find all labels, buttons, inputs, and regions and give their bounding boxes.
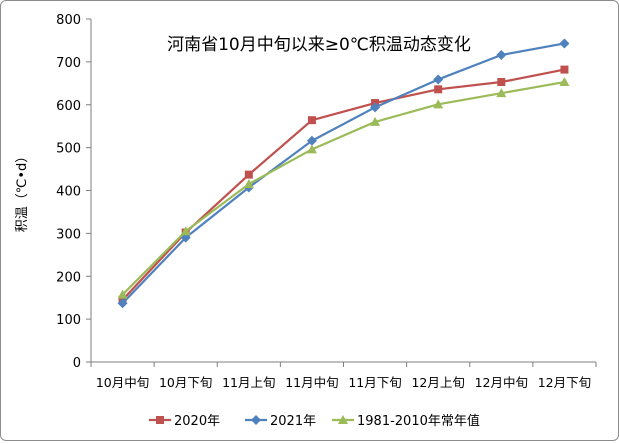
y-tick-label: 0	[73, 356, 81, 371]
legend-item: 1981-2010年常年值	[332, 413, 480, 429]
legend-label: 2020年	[174, 414, 220, 429]
x-tick-label: 11月上旬	[222, 375, 275, 390]
y-tick-label: 300	[56, 227, 81, 242]
legend-item: 2021年	[245, 414, 316, 429]
data-point	[370, 102, 381, 113]
x-tick-label: 11月下旬	[348, 375, 401, 390]
data-point	[497, 78, 506, 87]
data-point	[433, 74, 444, 85]
series-line	[121, 42, 565, 305]
series-1	[118, 65, 569, 304]
legend-item: 2020年	[149, 414, 220, 429]
data-point	[306, 135, 317, 146]
data-point	[559, 38, 570, 49]
data-point	[117, 289, 128, 299]
legend-marker	[156, 416, 164, 424]
y-tick-label: 500	[56, 142, 81, 157]
y-tick-label: 800	[56, 13, 81, 28]
legend: 2020年 2021年 1981-2010年常年值	[149, 413, 480, 429]
y-tick-label: 600	[56, 99, 81, 114]
chart-title: 河南省10月中旬以来≥0℃积温动态变化	[167, 35, 471, 55]
x-tick-label: 12月上旬	[411, 375, 464, 390]
data-point	[180, 226, 191, 236]
y-axis-title: 积温（℃•d）	[15, 150, 30, 233]
x-tick-label: 10月下旬	[159, 375, 212, 390]
data-point	[496, 50, 507, 61]
data-point	[306, 144, 317, 154]
axes: 0 100 200 300 400 500 600 700 800 10月中旬 10月下旬 11月上旬…	[56, 13, 597, 390]
y-tick-label: 200	[56, 270, 81, 285]
data-point	[370, 116, 381, 126]
x-tick-label: 10月中旬	[96, 375, 149, 390]
data-point	[117, 298, 128, 309]
series-line	[121, 68, 565, 301]
y-tick-label: 700	[56, 56, 81, 71]
legend-marker	[251, 415, 261, 425]
data-point	[307, 116, 316, 125]
data-point	[433, 99, 444, 109]
series-line	[121, 80, 565, 296]
legend-label: 2021年	[270, 414, 316, 429]
legend-label: 1981-2010年常年值	[357, 413, 480, 429]
x-tick-label: 12月中旬	[475, 375, 528, 390]
data-point	[560, 65, 569, 74]
series-layer	[117, 38, 570, 309]
y-tick-label: 100	[56, 313, 81, 328]
series-3	[117, 77, 570, 299]
data-point	[244, 170, 253, 179]
data-point	[496, 88, 507, 98]
data-point	[243, 179, 254, 189]
y-tick-label: 400	[56, 185, 81, 200]
legend-marker	[338, 415, 348, 424]
x-tick-label: 12月下旬	[538, 375, 591, 390]
x-tick-label: 11月中旬	[285, 375, 338, 390]
data-point	[559, 77, 570, 87]
data-point	[434, 85, 443, 94]
